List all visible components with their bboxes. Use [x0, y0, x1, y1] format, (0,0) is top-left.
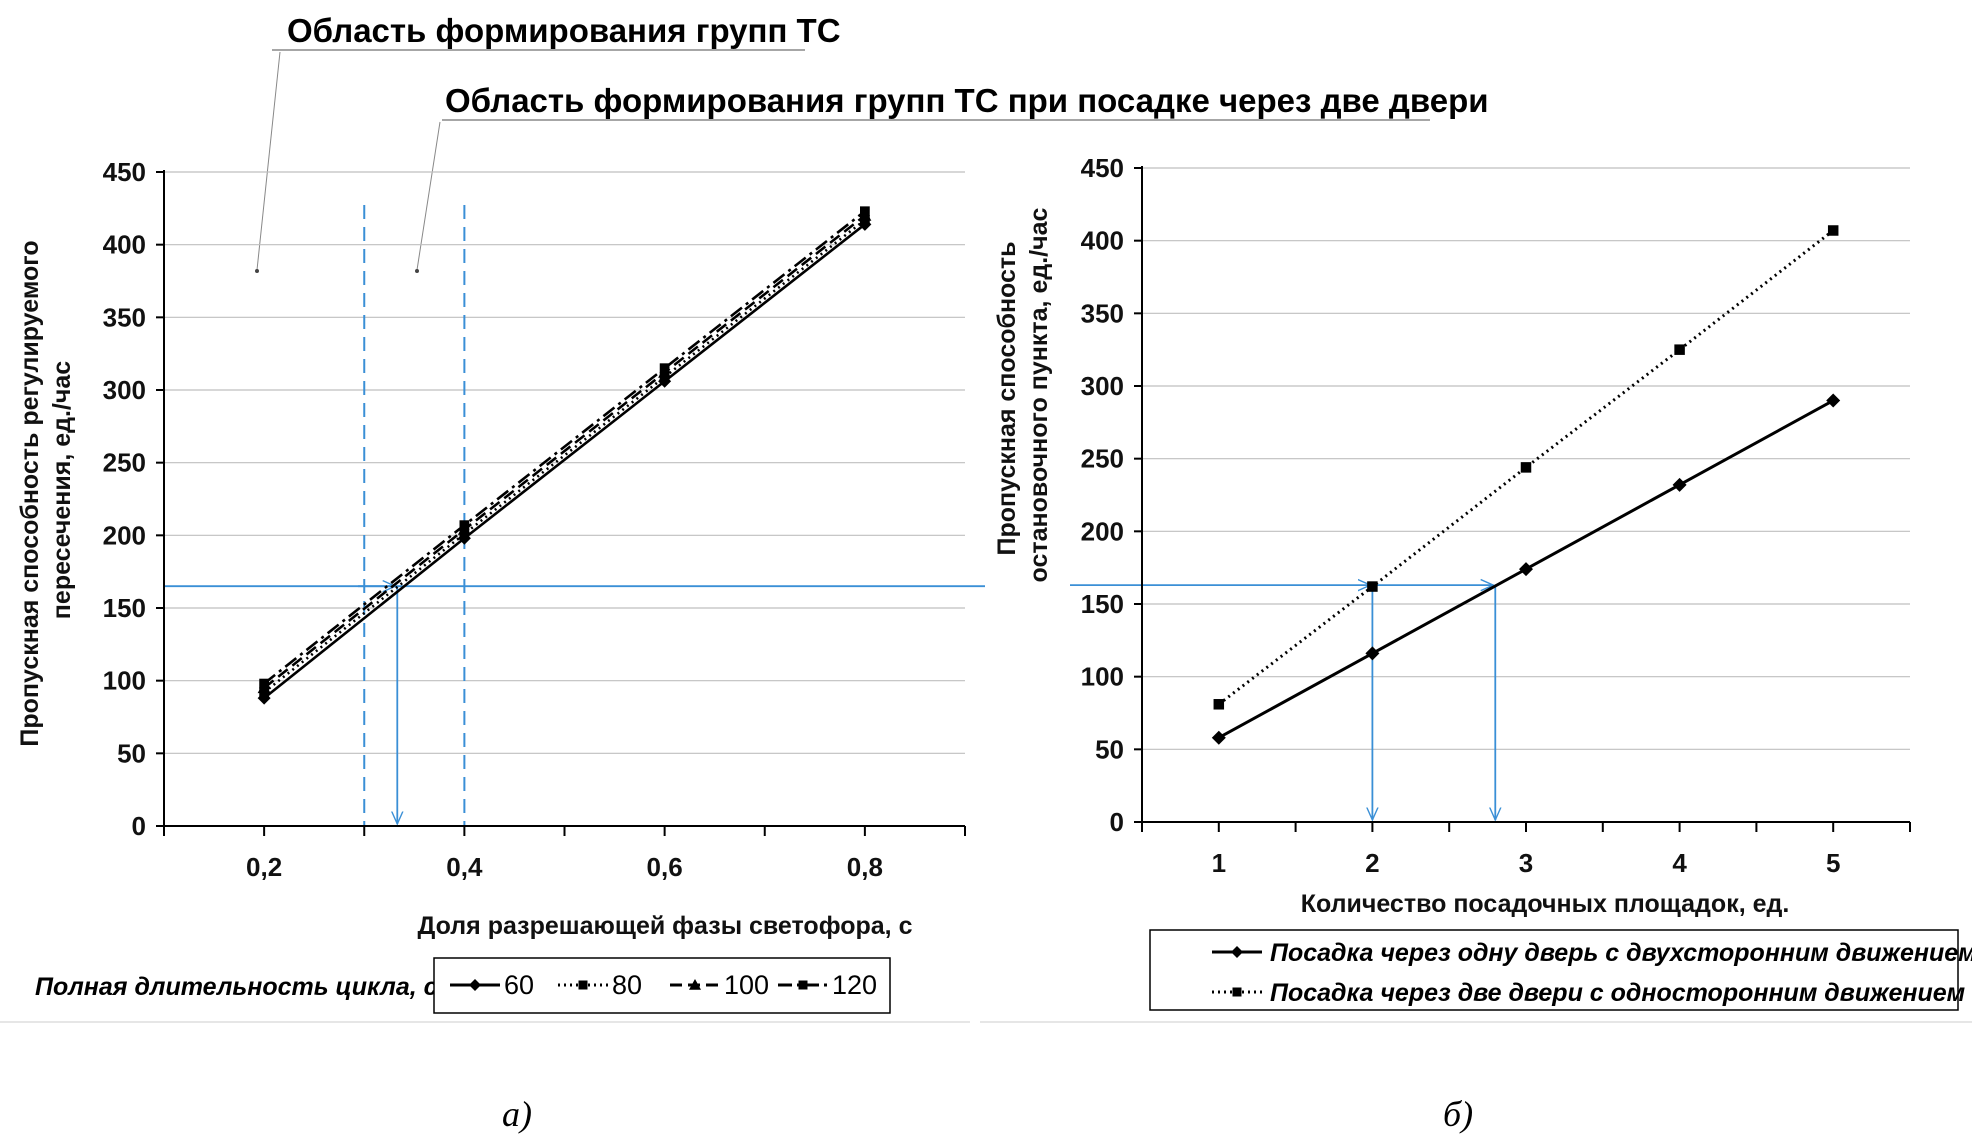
chart-a-ytick-label-100: 100: [103, 666, 146, 696]
chart-b-ytick-label-400: 400: [1081, 226, 1124, 256]
chart-b-point-1-3: [1674, 344, 1685, 355]
chart-a-xtick-label-0,4: 0,4: [446, 852, 483, 882]
chart-a-series-line-2: [263, 214, 866, 689]
chart-b-legend: Посадка через одну дверь с двухсторонним…: [1212, 939, 1972, 1007]
chart-a-legend-title: Полная длительность цикла, с: [35, 973, 438, 1001]
chart-a-point-3-0: [259, 678, 269, 689]
chart-b-point-0-1: [1365, 646, 1380, 661]
chart-b-xtick-label-1: 1: [1212, 848, 1226, 878]
panel-label-a: а): [502, 1094, 532, 1134]
chart-b-ytick-label-100: 100: [1081, 662, 1124, 692]
chart-a-point-3-2: [659, 363, 670, 374]
chart-a-series-line-3: [263, 210, 866, 685]
chart-b-ytick-label-150: 150: [1081, 589, 1124, 619]
annotation-leader-2: [416, 121, 441, 271]
chart-a-xtick-label-0,6: 0,6: [647, 852, 683, 882]
chart-a-legend-box: [433, 957, 891, 1014]
chart-a-ytick-label-250: 250: [103, 448, 146, 478]
chart-b-axes: 0 50 100 150 200 250 300 350 400 450 1 2 3 4 5: [1081, 153, 1911, 878]
chart-a-ytick-label-450: 450: [103, 157, 146, 187]
chart-b-point-1-0: [1213, 699, 1225, 710]
chart-a-ylabel: Пропускная способность регулируемого пер…: [16, 233, 76, 746]
chart-b-legend-label-1: Посадка через две двери с односторонним …: [1270, 979, 1965, 1007]
chart-a-reference: [164, 205, 985, 826]
chart-b-legend-label-0: Посадка через одну дверь с двухсторонним…: [1270, 939, 1972, 967]
chart-a-ytick-label-300: 300: [103, 375, 146, 405]
chart-b-point-1-4: [1827, 225, 1839, 236]
annotation-dot-2: [415, 269, 419, 273]
chart-b-legend-marker-0: [1231, 946, 1243, 958]
chart-a-legend-label-80: 80: [612, 970, 642, 1000]
chart-b-xtick-label-3: 3: [1519, 848, 1533, 878]
chart-b-legend-box: [1149, 929, 1959, 1011]
chart-b-grid: [1142, 167, 1910, 750]
chart-b-xtick-label-5: 5: [1826, 848, 1840, 878]
chart-a-series: [257, 206, 872, 705]
chart-a-xtick-label-0,8: 0,8: [847, 852, 883, 882]
chart-b-point-0-3: [1672, 477, 1687, 492]
chart-b-point-1-1: [1367, 581, 1378, 592]
annotation-two-doors: Область формирования групп ТС при посадк…: [445, 82, 1489, 119]
chart-a-legend-label-60: 60: [504, 970, 534, 1000]
chart-a-series-line-0: [263, 223, 866, 700]
annotation-group-formation: Область формирования групп ТС: [287, 12, 841, 49]
chart-b-ytick-label-200: 200: [1081, 516, 1124, 546]
chart-a-xlabel: Доля разрешающей фазы светофора, с: [418, 912, 913, 940]
chart-b-ylabel: Пропускная способность остановочного пун…: [993, 207, 1053, 582]
chart-a-legend-label-120: 120: [832, 970, 877, 1000]
chart-a-legend-label-100: 100: [724, 970, 769, 1000]
chart-b-reference: [1070, 585, 1495, 820]
chart-b-point-1-2: [1520, 462, 1532, 473]
chart-a-point-3-1: [459, 520, 470, 531]
chart-a-legend-marker-80: [578, 980, 588, 990]
annotation-dot-1: [255, 269, 259, 273]
chart-b-point-0-4: [1826, 393, 1841, 408]
chart-a-ytick-label-350: 350: [103, 302, 146, 332]
chart-a-legend-marker-120: [798, 980, 808, 990]
chart-b-xlabel: Количество посадочных площадок, ед.: [1301, 890, 1790, 918]
chart-b-ytick-label-300: 300: [1081, 371, 1124, 401]
chart-a-legend-marker-100: [689, 979, 701, 990]
panel-label-b: б): [1443, 1094, 1473, 1134]
chart-a-grid: [164, 171, 965, 754]
chart-a-legend-marker-60: [469, 979, 481, 991]
chart-b-xtick-label-2: 2: [1365, 848, 1379, 878]
chart-b-ytick-label-50: 50: [1095, 734, 1124, 764]
chart-b-series: [1211, 225, 1841, 745]
chart-b-ytick-label-350: 350: [1081, 298, 1124, 328]
chart-a-xtick-label-0,2: 0,2: [246, 852, 282, 882]
chart-b: 0 50 100 150 200 250 300 350 400 450 1 2 3 4 5 Количес…: [993, 153, 1972, 1011]
chart-a-legend: 60 80 100 120: [450, 970, 877, 1000]
chart-b-ytick-label-0: 0: [1110, 807, 1124, 837]
chart-a-ytick-label-0: 0: [132, 811, 146, 841]
chart-a-axes: 0 50 100 150 200 250 300 350 400 450 0,2 0,4 0,6 0,8: [103, 157, 966, 882]
annotation-leader-1: [256, 51, 281, 271]
chart-a-ytick-label-200: 200: [103, 520, 146, 550]
chart-b-ytick-label-250: 250: [1081, 444, 1124, 474]
chart-a-ytick-label-50: 50: [117, 738, 146, 768]
chart-b-point-0-0: [1211, 730, 1226, 745]
chart-b-point-0-2: [1519, 562, 1533, 577]
chart-b-xtick-label-4: 4: [1672, 848, 1687, 878]
chart-a-series-line-1: [263, 218, 866, 694]
chart-b-legend-marker-1: [1232, 987, 1242, 997]
chart-a-point-3-3: [860, 206, 870, 217]
chart-a-ytick-label-150: 150: [103, 593, 146, 623]
chart-a-ytick-label-400: 400: [103, 230, 146, 260]
chart-b-ytick-label-450: 450: [1081, 153, 1124, 183]
